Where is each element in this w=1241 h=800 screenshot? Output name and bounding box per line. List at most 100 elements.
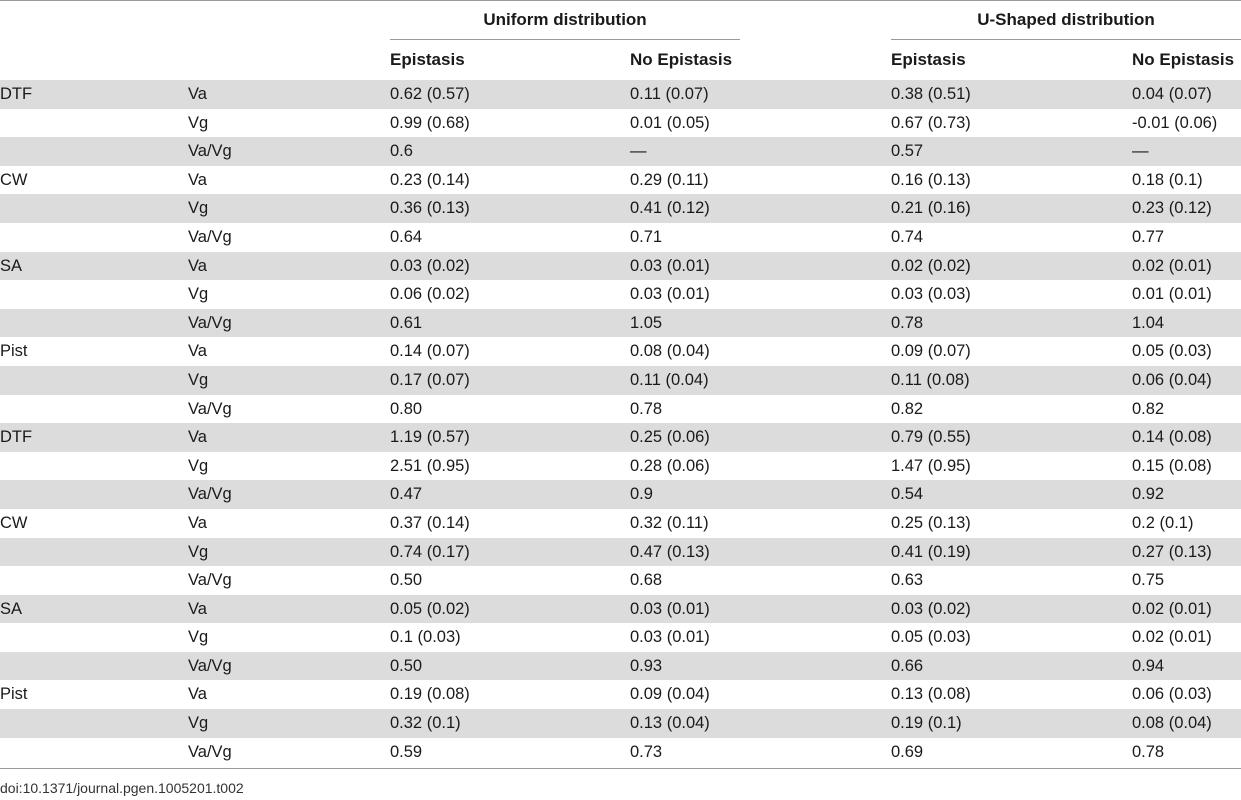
- uniform-epistasis-cell: 0.36 (0.13): [390, 199, 470, 218]
- trait-cell: CW: [0, 513, 28, 532]
- uniform-no-epistasis-cell: 0.03 (0.01): [630, 599, 710, 618]
- uniform-no-epistasis-cell: 0.03 (0.01): [630, 285, 710, 304]
- ushaped-no-epistasis-cell: 0.02 (0.01): [1132, 599, 1212, 618]
- subheader-ushaped-epistasis: Epistasis: [891, 50, 966, 69]
- subheader-uniform-epistasis: Epistasis: [390, 50, 465, 69]
- uniform-no-epistasis-cell: 0.71: [630, 227, 663, 246]
- uniform-epistasis-cell: 0.80: [390, 399, 423, 418]
- table-row: Va/Vg 0.47 0.9 0.54 0.92: [0, 480, 1241, 509]
- uniform-no-epistasis-cell: 0.25 (0.06): [630, 428, 710, 447]
- trait-cell: CW: [0, 170, 28, 189]
- ushaped-epistasis-cell: 0.02 (0.02): [891, 256, 971, 275]
- parameter-cell: Vg: [188, 714, 209, 733]
- uniform-epistasis-cell: 0.50: [390, 571, 423, 590]
- uniform-no-epistasis-cell: 0.9: [630, 485, 653, 504]
- parameter-cell: Va: [188, 85, 207, 103]
- parameter-cell: Vg: [188, 113, 209, 132]
- table-row: CW Va 0.23 (0.14) 0.29 (0.11) 0.16 (0.13) 0.1…: [0, 166, 1241, 195]
- uniform-epistasis-cell: 0.23 (0.14): [390, 170, 470, 189]
- uniform-no-epistasis-cell: 0.68: [630, 571, 663, 590]
- uniform-no-epistasis-cell: 0.13 (0.04): [630, 714, 710, 733]
- parameter-cell: Va/Vg: [188, 399, 232, 418]
- trait-cell: DTF: [0, 85, 33, 103]
- parameter-cell: Vg: [188, 199, 209, 218]
- uniform-no-epistasis-cell: 0.93: [630, 656, 663, 675]
- table-top-rule: [0, 0, 1241, 1]
- ushaped-no-epistasis-cell: 0.06 (0.04): [1132, 370, 1212, 389]
- uniform-epistasis-cell: 0.50: [390, 656, 423, 675]
- parameter-cell: Va/Vg: [188, 313, 232, 332]
- ushaped-epistasis-cell: 0.19 (0.1): [891, 714, 962, 733]
- parameter-cell: Va: [188, 256, 207, 275]
- table-bottom-rule: [0, 768, 1241, 769]
- ushaped-no-epistasis-cell: 0.02 (0.01): [1132, 256, 1212, 275]
- ushaped-no-epistasis-cell: —: [1132, 142, 1149, 161]
- ushaped-no-epistasis-cell: 0.06 (0.03): [1132, 685, 1212, 704]
- parameter-cell: Vg: [188, 370, 209, 389]
- ushaped-no-epistasis-cell: 0.78: [1132, 742, 1165, 761]
- trait-cell: SA: [0, 256, 23, 275]
- table-row: DTF Va 0.62 (0.57) 0.11 (0.07) 0.38 (0.51) 0.…: [0, 80, 1241, 109]
- ushaped-epistasis-cell: 0.03 (0.03): [891, 285, 971, 304]
- ushaped-epistasis-cell: 0.38 (0.51): [891, 85, 971, 103]
- subheader-ushaped-no-epistasis: No Epistasis: [1132, 50, 1235, 69]
- ushaped-no-epistasis-cell: 0.04 (0.07): [1132, 85, 1212, 103]
- ushaped-no-epistasis-cell: 0.2 (0.1): [1132, 513, 1194, 532]
- ushaped-no-epistasis-cell: 0.05 (0.03): [1132, 342, 1212, 361]
- parameter-cell: Va/Vg: [188, 656, 232, 675]
- ushaped-epistasis-cell: 0.74: [891, 227, 924, 246]
- table-row: Vg 0.99 (0.68) 0.01 (0.05) 0.67 (0.73) -0.01…: [0, 109, 1241, 138]
- ushaped-epistasis-cell: 0.03 (0.02): [891, 599, 971, 618]
- uniform-epistasis-cell: 0.32 (0.1): [390, 714, 461, 733]
- ushaped-epistasis-cell: 0.82: [891, 399, 924, 418]
- ushaped-epistasis-cell: 0.25 (0.13): [891, 513, 971, 532]
- ushaped-epistasis-cell: 0.57: [891, 142, 924, 161]
- parameter-cell: Vg: [188, 456, 209, 475]
- uniform-no-epistasis-cell: 0.11 (0.07): [630, 85, 709, 103]
- uniform-epistasis-cell: 0.74 (0.17): [390, 542, 470, 561]
- uniform-epistasis-cell: 0.06 (0.02): [390, 285, 470, 304]
- uniform-epistasis-cell: 0.47: [390, 485, 423, 504]
- group-header-uniform: Uniform distribution: [483, 10, 647, 29]
- table-row: Va/Vg 0.6 — 0.57 —: [0, 137, 1241, 166]
- table-row: Pist Va 0.19 (0.08) 0.09 (0.04) 0.13 (0.08) 0…: [0, 680, 1241, 709]
- table-row: Vg 0.06 (0.02) 0.03 (0.01) 0.03 (0.03) 0.01 …: [0, 280, 1241, 309]
- uniform-epistasis-cell: 0.19 (0.08): [390, 685, 470, 704]
- ushaped-epistasis-cell: 0.66: [891, 656, 924, 675]
- uniform-no-epistasis-cell: —: [630, 142, 647, 161]
- ushaped-no-epistasis-cell: 0.01 (0.01): [1132, 285, 1212, 304]
- ushaped-epistasis-cell: 0.21 (0.16): [891, 199, 971, 218]
- parameter-cell: Vg: [188, 542, 209, 561]
- uniform-no-epistasis-cell: 0.29 (0.11): [630, 170, 709, 189]
- uniform-no-epistasis-cell: 0.01 (0.05): [630, 113, 710, 132]
- trait-cell: Pist: [0, 685, 28, 704]
- ushaped-no-epistasis-cell: 0.82: [1132, 399, 1165, 418]
- parameter-cell: Vg: [188, 285, 209, 304]
- ushaped-epistasis-cell: 0.79 (0.55): [891, 428, 971, 447]
- uniform-epistasis-cell: 1.19 (0.57): [390, 428, 470, 447]
- ushaped-epistasis-cell: 0.13 (0.08): [891, 685, 971, 704]
- group-underline-ushaped: [891, 39, 1241, 40]
- uniform-no-epistasis-cell: 0.32 (0.11): [630, 513, 709, 532]
- uniform-epistasis-cell: 0.6: [390, 142, 413, 161]
- ushaped-epistasis-cell: 1.47 (0.95): [891, 456, 971, 475]
- uniform-epistasis-cell: 2.51 (0.95): [390, 456, 470, 475]
- table-row: Vg 0.32 (0.1) 0.13 (0.04) 0.19 (0.1) 0.08 (0…: [0, 709, 1241, 738]
- uniform-epistasis-cell: 0.1 (0.03): [390, 628, 461, 647]
- parameter-cell: Va/Vg: [188, 571, 232, 590]
- parameter-cell: Vg: [188, 628, 209, 647]
- trait-cell: SA: [0, 599, 23, 618]
- uniform-no-epistasis-cell: 0.73: [630, 742, 663, 761]
- uniform-epistasis-cell: 0.61: [390, 313, 423, 332]
- ushaped-no-epistasis-cell: 0.08 (0.04): [1132, 714, 1212, 733]
- table-row: Vg 0.17 (0.07) 0.11 (0.04) 0.11 (0.08) 0.06 …: [0, 365, 1241, 395]
- table-row: Vg 0.74 (0.17) 0.47 (0.13) 0.41 (0.19) 0.27 …: [0, 537, 1241, 567]
- uniform-epistasis-cell: 0.05 (0.02): [390, 599, 470, 618]
- ushaped-no-epistasis-cell: 1.04: [1132, 313, 1165, 332]
- ushaped-epistasis-cell: 0.16 (0.13): [891, 170, 971, 189]
- table-body: DTF Va 0.62 (0.57) 0.11 (0.07) 0.38 (0.51) 0.…: [0, 80, 1241, 766]
- ushaped-epistasis-cell: 0.67 (0.73): [891, 113, 971, 132]
- ushaped-epistasis-cell: 0.09 (0.07): [891, 342, 971, 361]
- trait-cell: Pist: [0, 342, 28, 361]
- table-row: Vg 0.1 (0.03) 0.03 (0.01) 0.05 (0.03) 0.02 (…: [0, 623, 1241, 652]
